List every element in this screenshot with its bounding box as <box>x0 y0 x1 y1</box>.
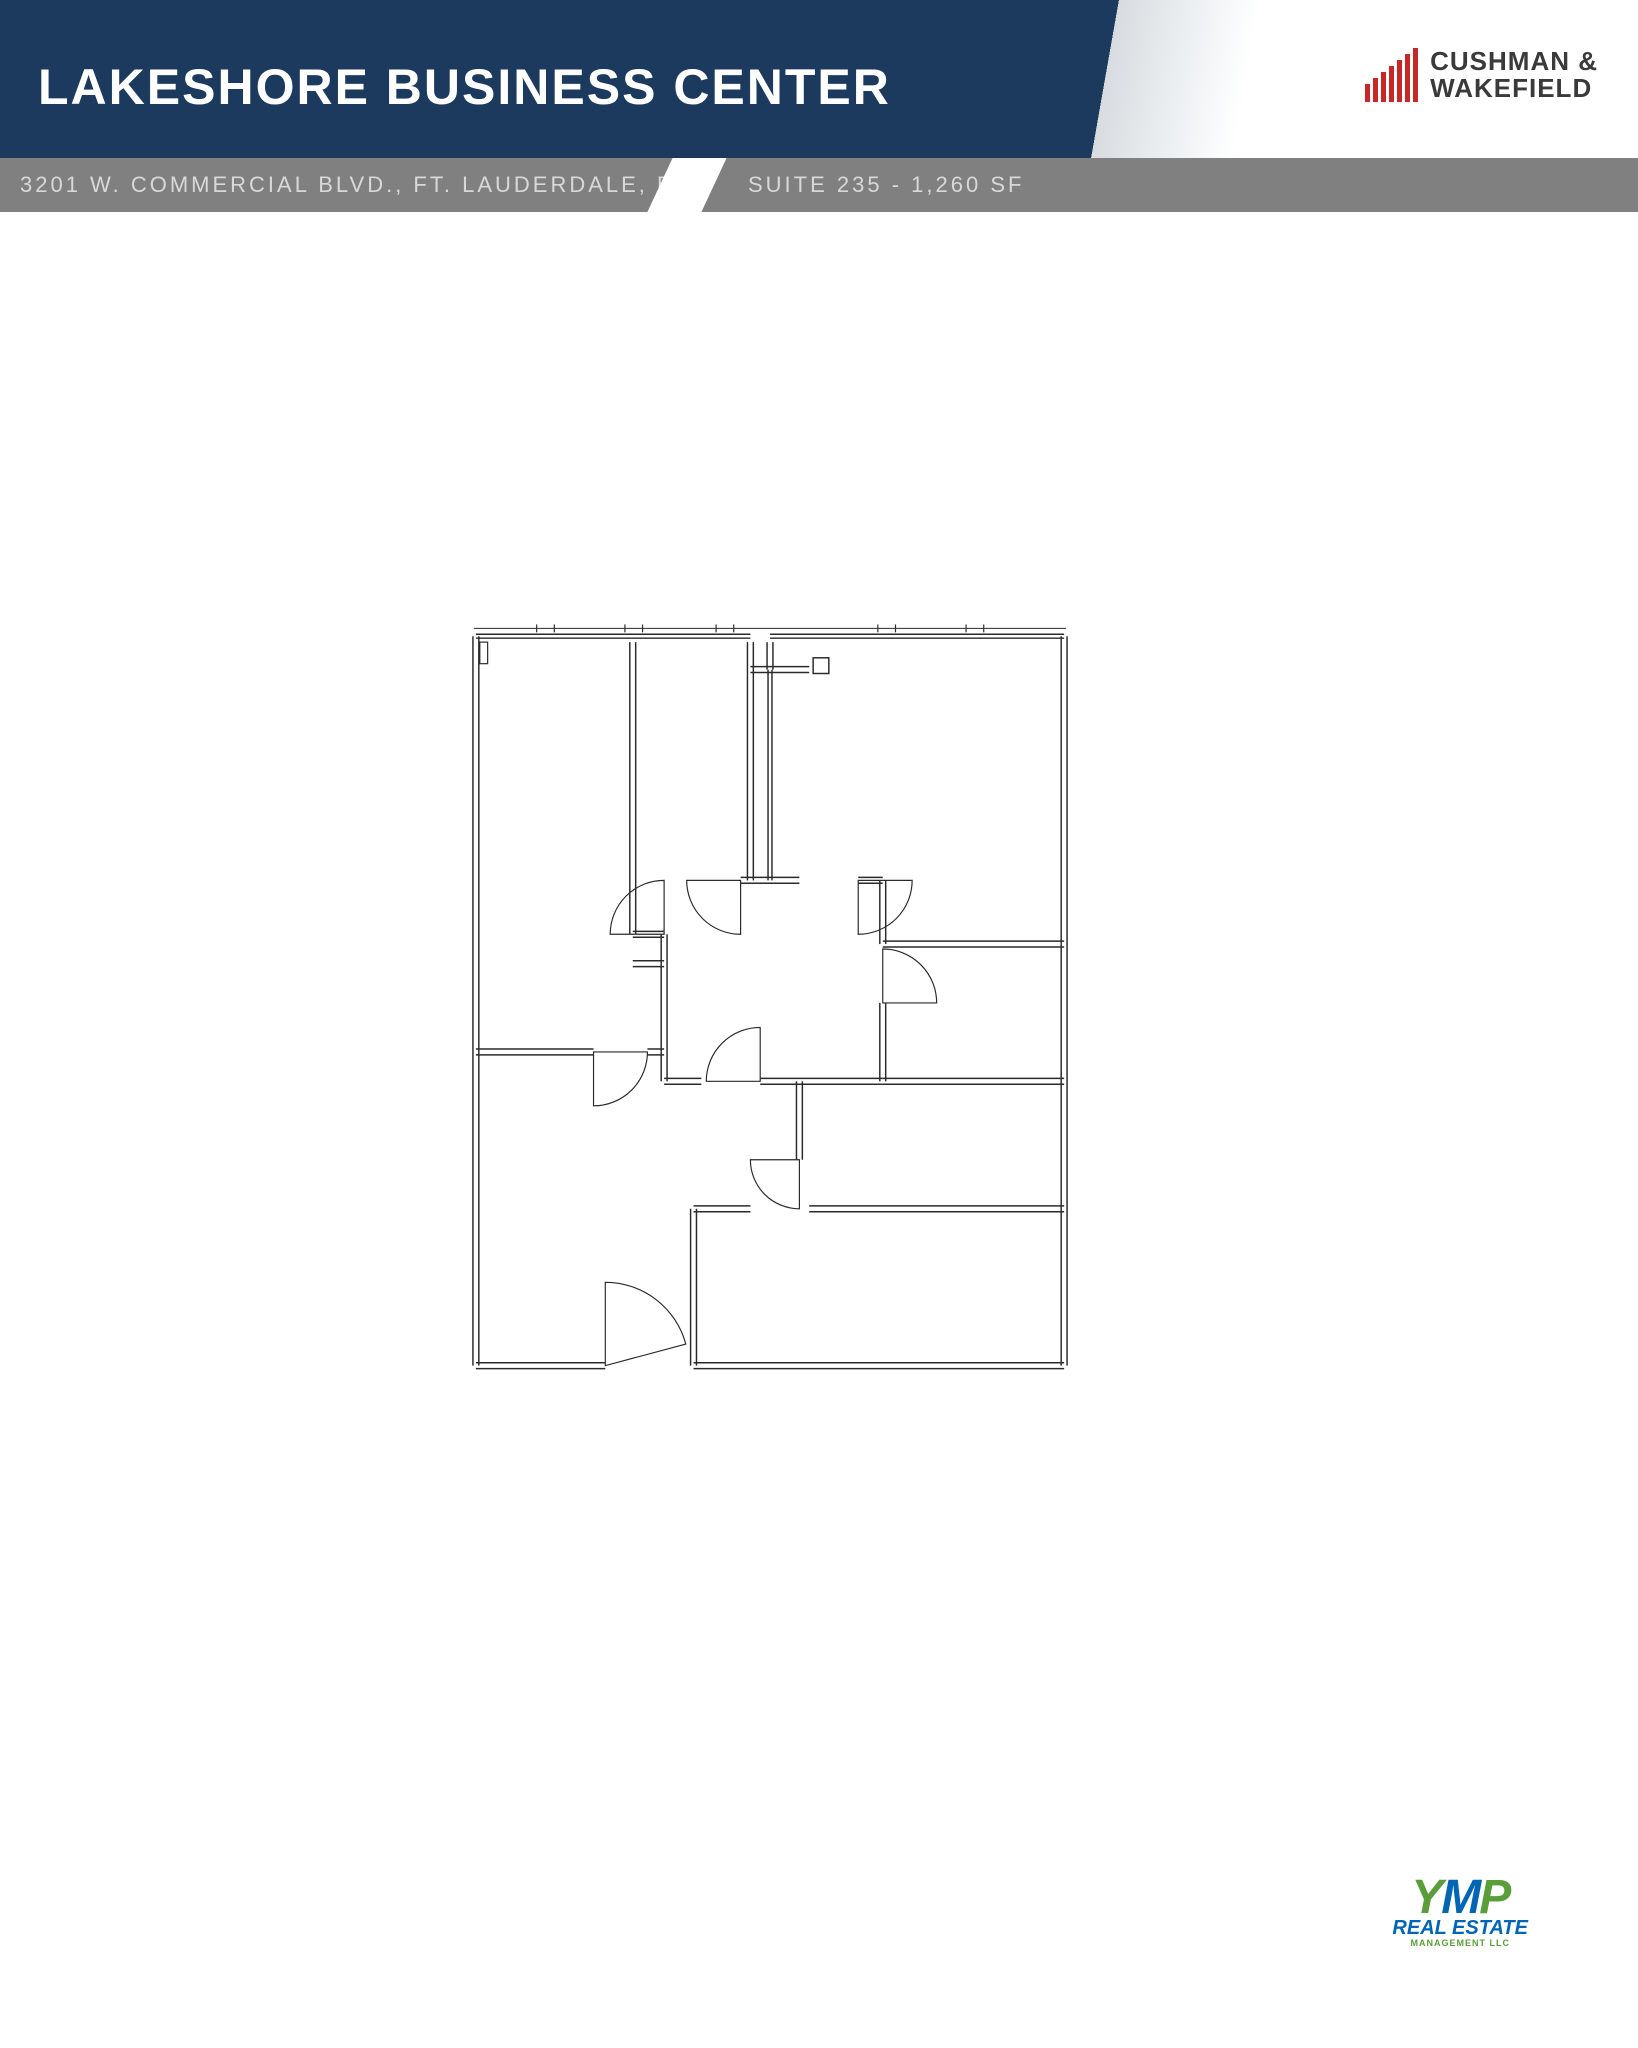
sub-header-bar: 3201 W. COMMERCIAL BLVD., FT. LAUDERDALE… <box>0 158 1638 212</box>
floorplan-diagram <box>470 618 1070 1368</box>
suite-info: SUITE 235 - 1,260 SF <box>748 172 1024 198</box>
header-bar: LAKESHORE BUSINESS CENTER CUSHMAN & WAKE… <box>0 0 1638 158</box>
cw-logo-text: CUSHMAN & WAKEFIELD <box>1430 48 1598 103</box>
ymp-tagline: MANAGEMENT LLC <box>1392 1938 1528 1948</box>
cw-logo-line2: WAKEFIELD <box>1430 75 1598 102</box>
floorplan-svg <box>470 618 1070 1378</box>
cw-logo-bars-icon <box>1365 48 1418 102</box>
cw-logo-line1: CUSHMAN & <box>1430 48 1598 75</box>
ymp-logo: YMP REAL ESTATE MANAGEMENT LLC <box>1392 1870 1528 1948</box>
property-address: 3201 W. COMMERCIAL BLVD., FT. LAUDERDALE… <box>0 172 689 198</box>
cushman-wakefield-logo: CUSHMAN & WAKEFIELD <box>1365 48 1598 103</box>
page-title: LAKESHORE BUSINESS CENTER <box>38 58 891 116</box>
ymp-subtitle: REAL ESTATE <box>1392 1917 1528 1940</box>
sub-bar-divider <box>647 158 726 212</box>
